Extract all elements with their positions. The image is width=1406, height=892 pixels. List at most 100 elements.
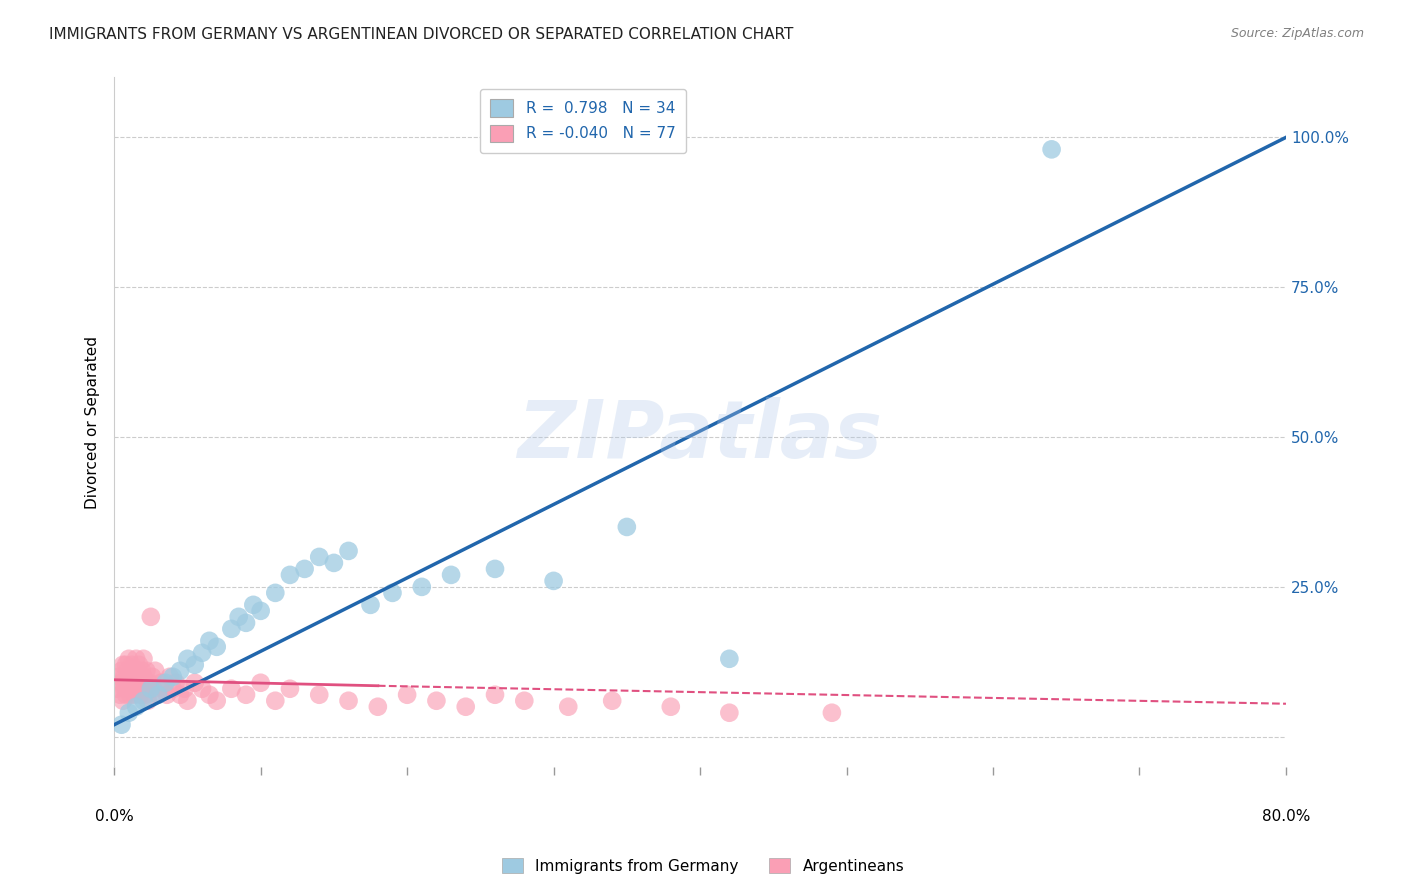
Point [337,544,360,558]
Point [337,694,360,708]
Point [264,694,287,708]
Point [135,681,157,696]
Point [117,664,139,678]
Point [125,675,148,690]
Point [169,664,191,678]
Point [132,670,155,684]
Point [205,694,228,708]
Point [111,694,134,708]
Point [105,681,128,696]
Point [129,688,152,702]
Point [107,670,129,684]
Point [235,615,257,630]
Point [367,699,389,714]
Point [125,652,148,666]
Point [110,664,132,678]
Point [184,675,207,690]
Point [360,598,382,612]
Point [131,681,153,696]
Point [440,567,463,582]
Point [125,699,148,714]
Point [146,688,169,702]
Point [278,567,301,582]
Text: Source: ZipAtlas.com: Source: ZipAtlas.com [1230,27,1364,40]
Text: 0.0%: 0.0% [94,809,134,823]
Point [659,699,682,714]
Point [176,694,198,708]
Point [127,664,149,678]
Point [139,610,162,624]
Point [411,580,433,594]
Point [169,688,191,702]
Point [425,694,447,708]
Point [143,664,166,678]
Point [139,681,162,696]
Point [162,681,184,696]
Point [114,681,136,696]
Point [110,675,132,690]
Point [138,675,160,690]
Point [132,652,155,666]
Point [484,562,506,576]
Point [249,675,271,690]
Y-axis label: Divorced or Separated: Divorced or Separated [86,335,100,508]
Point [543,574,565,588]
Point [821,706,844,720]
Point [120,688,142,702]
Point [205,640,228,654]
Point [129,675,152,690]
Point [228,610,250,624]
Point [131,664,153,678]
Text: ZIPatlas: ZIPatlas [517,397,883,475]
Point [127,681,149,696]
Point [110,717,132,731]
Point [198,633,221,648]
Point [117,675,139,690]
Point [600,694,623,708]
Point [381,586,404,600]
Point [191,646,214,660]
Point [159,670,181,684]
Point [118,706,141,720]
Point [176,652,198,666]
Point [120,670,142,684]
Point [396,688,419,702]
Point [308,688,330,702]
Point [122,664,145,678]
Point [162,670,184,684]
Point [132,694,155,708]
Point [114,670,136,684]
Point [128,657,150,672]
Point [128,670,150,684]
Point [308,549,330,564]
Point [155,675,177,690]
Point [146,688,169,702]
Point [122,681,145,696]
Point [142,681,165,696]
Point [124,688,146,702]
Point [118,652,141,666]
Point [718,706,741,720]
Point [484,688,506,702]
Point [221,681,243,696]
Point [134,688,156,702]
Point [115,688,138,702]
Point [718,652,741,666]
Point [294,562,316,576]
Point [136,694,159,708]
Point [513,694,536,708]
Point [124,670,146,684]
Point [221,622,243,636]
Point [173,681,195,696]
Point [115,657,138,672]
Point [121,675,143,690]
Point [121,657,143,672]
Point [198,688,221,702]
Point [1040,142,1063,156]
Point [278,681,301,696]
Text: IMMIGRANTS FROM GERMANY VS ARGENTINEAN DIVORCED OR SEPARATED CORRELATION CHART: IMMIGRANTS FROM GERMANY VS ARGENTINEAN D… [49,27,793,42]
Point [235,688,257,702]
Point [108,688,131,702]
Point [156,688,179,702]
Point [249,604,271,618]
